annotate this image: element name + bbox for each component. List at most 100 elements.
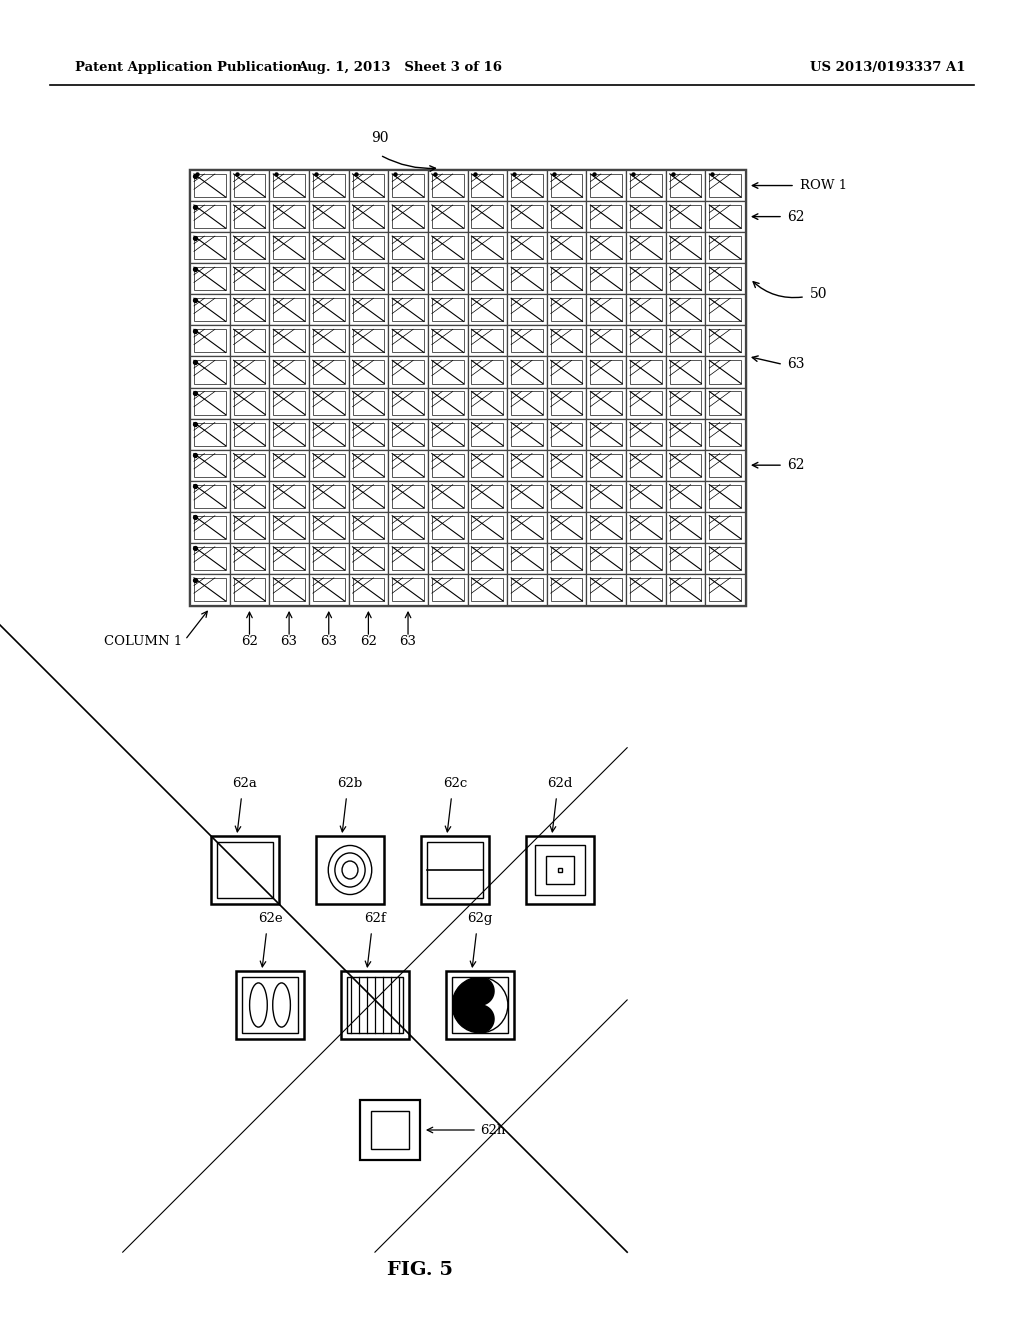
Bar [471, 546, 503, 570]
Text: 62: 62 [787, 210, 805, 223]
Bar [710, 546, 741, 570]
Bar [190, 170, 229, 201]
Bar [348, 201, 388, 232]
Bar [507, 294, 547, 325]
Bar [233, 422, 265, 446]
Bar [194, 422, 225, 446]
Bar [468, 574, 507, 605]
Bar [666, 418, 706, 450]
Bar [229, 480, 269, 512]
Bar [392, 546, 424, 570]
Bar [432, 392, 464, 414]
Bar [471, 516, 503, 539]
Bar [194, 578, 225, 601]
Bar [471, 578, 503, 601]
Bar [587, 388, 626, 418]
Bar [432, 578, 464, 601]
Bar [352, 516, 384, 539]
Bar [352, 174, 384, 197]
Bar [551, 422, 583, 446]
Bar [587, 263, 626, 294]
Bar [670, 236, 701, 259]
Bar [348, 232, 388, 263]
Bar [626, 388, 666, 418]
Bar [468, 325, 507, 356]
Bar [309, 170, 348, 201]
Bar [432, 236, 464, 259]
Bar [428, 356, 468, 388]
Bar [313, 578, 345, 601]
Bar [587, 450, 626, 480]
Bar [547, 512, 587, 543]
Bar [427, 842, 483, 898]
Bar [388, 418, 428, 450]
Bar [551, 546, 583, 570]
Bar [190, 543, 229, 574]
Bar [706, 543, 745, 574]
Bar [471, 484, 503, 508]
Text: 63: 63 [281, 635, 298, 648]
Bar [269, 294, 309, 325]
Text: 62: 62 [787, 458, 805, 473]
Text: COLUMN 1: COLUMN 1 [103, 635, 182, 648]
Bar [587, 418, 626, 450]
Bar [587, 170, 626, 201]
Bar [269, 450, 309, 480]
Bar [194, 267, 225, 290]
Bar [507, 480, 547, 512]
Bar [432, 174, 464, 197]
Bar [388, 388, 428, 418]
Bar [432, 329, 464, 352]
Bar [666, 450, 706, 480]
Bar [348, 170, 388, 201]
Bar [666, 232, 706, 263]
Bar [194, 392, 225, 414]
Bar [670, 454, 701, 477]
Bar [706, 356, 745, 388]
Bar [392, 298, 424, 321]
Bar [352, 298, 384, 321]
Bar [348, 512, 388, 543]
Bar [706, 418, 745, 450]
Bar [371, 1111, 410, 1150]
Bar [273, 454, 305, 477]
Bar [468, 263, 507, 294]
Bar [547, 418, 587, 450]
Bar [341, 972, 409, 1039]
Bar [630, 454, 662, 477]
Bar [710, 329, 741, 352]
Bar [551, 267, 583, 290]
Bar [360, 1100, 420, 1160]
Bar [313, 267, 345, 290]
Text: 63: 63 [321, 635, 337, 648]
Bar [670, 422, 701, 446]
Bar [432, 267, 464, 290]
Bar [233, 298, 265, 321]
Bar [190, 418, 229, 450]
Text: 63: 63 [787, 358, 805, 371]
Bar [432, 298, 464, 321]
Bar [194, 484, 225, 508]
Bar [511, 205, 543, 228]
Bar [666, 356, 706, 388]
Bar [236, 972, 304, 1039]
Bar [471, 298, 503, 321]
Bar [229, 574, 269, 605]
Bar [666, 512, 706, 543]
Bar [273, 174, 305, 197]
Bar [388, 170, 428, 201]
Bar [471, 329, 503, 352]
Bar [670, 360, 701, 384]
Bar [269, 574, 309, 605]
Bar [392, 329, 424, 352]
Bar [468, 356, 507, 388]
Bar [233, 578, 265, 601]
Bar [666, 543, 706, 574]
Bar [190, 574, 229, 605]
Bar [392, 454, 424, 477]
Bar [626, 232, 666, 263]
Bar [670, 174, 701, 197]
Bar [511, 392, 543, 414]
Bar [309, 232, 348, 263]
Bar [551, 484, 583, 508]
